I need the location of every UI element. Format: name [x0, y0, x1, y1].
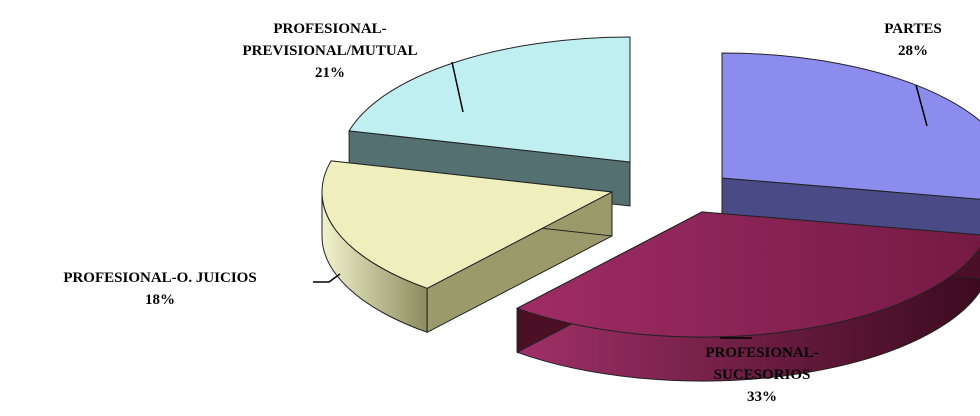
slice-label-line: PROFESIONAL- [273, 21, 386, 37]
slice-label-line: 33% [747, 389, 777, 405]
slice-label-line: 21% [315, 65, 345, 81]
slice-label-line: 18% [145, 292, 175, 308]
slice-label-line: 28% [898, 43, 928, 59]
slice-label-1: PROFESIONAL- SUCESORIOS 33% [705, 345, 818, 405]
leader-line-3 [451, 61, 464, 113]
pie-slice-top-1 [515, 211, 980, 338]
slice-label-line: PARTES [884, 21, 942, 37]
leader-line-2 [313, 273, 341, 283]
slice-label-line: PREVISIONAL/MUTUAL [242, 43, 417, 59]
slice-label-line: PROFESIONAL- [705, 345, 818, 361]
slice-label-0: PARTES 28% [884, 21, 942, 59]
pie-slice-0 [721, 52, 980, 244]
pie-slice-2 [321, 160, 614, 334]
leader-line-0 [915, 84, 928, 127]
slice-label-2: PROFESIONAL-O. JUICIOS 18% [63, 270, 256, 308]
slice-label-line: PROFESIONAL-O. JUICIOS [63, 270, 256, 286]
slice-label-3: PROFESIONAL- PREVISIONAL/MUTUAL 21% [242, 21, 417, 81]
pie-slice-top-2 [321, 160, 614, 289]
pie-slice-top-0 [721, 52, 980, 200]
slice-label-line: SUCESORIOS [714, 367, 811, 383]
pie-slice-1 [515, 211, 980, 382]
